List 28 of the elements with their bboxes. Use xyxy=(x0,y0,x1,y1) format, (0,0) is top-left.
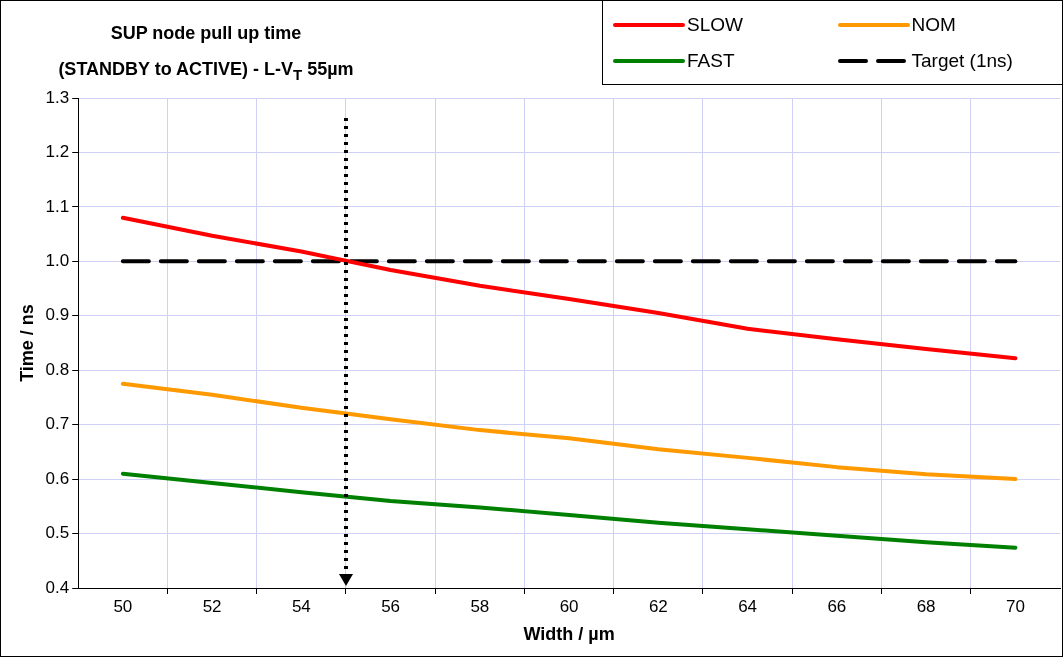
legend-label: FAST xyxy=(687,49,735,72)
x-tick-label: 68 xyxy=(916,596,936,616)
x-tick-label: 54 xyxy=(291,596,311,616)
x-tick-label: 58 xyxy=(470,596,490,616)
y-tick-label: 0.7 xyxy=(45,414,70,434)
legend-label: SLOW xyxy=(687,13,743,36)
legend-label: NOM xyxy=(911,13,956,36)
y-tick-label: 0.8 xyxy=(45,359,70,379)
legend-label: Target (1ns) xyxy=(911,49,1013,72)
y-tick-label: 1.3 xyxy=(45,87,70,107)
x-tick-label: 70 xyxy=(1005,596,1025,616)
x-tick-label: 50 xyxy=(113,596,133,616)
x-tick-label: 52 xyxy=(202,596,222,616)
x-tick-label: 62 xyxy=(648,596,668,616)
y-tick-label: 1.1 xyxy=(45,196,70,216)
x-tick-label: 64 xyxy=(738,596,758,616)
y-tick-label: 0.4 xyxy=(45,577,70,597)
chart-title: SUP node pull up time (STANDBY to ACTIVE) - L-V$_{T}$ 55µm xyxy=(57,22,355,83)
x-tick-label: 60 xyxy=(559,596,579,616)
y-tick-label: 1.0 xyxy=(45,251,70,271)
y-tick-label: 0.9 xyxy=(45,305,70,325)
x-tick-label: 66 xyxy=(827,596,847,616)
y-axis-title: Time / ns xyxy=(16,304,37,382)
x-tick-label: 56 xyxy=(381,596,401,616)
y-tick-label: 1.2 xyxy=(45,142,70,162)
y-tick-label: 0.5 xyxy=(45,523,70,543)
x-axis-title: Width / µm xyxy=(523,624,615,645)
y-tick-label: 0.6 xyxy=(45,468,70,488)
